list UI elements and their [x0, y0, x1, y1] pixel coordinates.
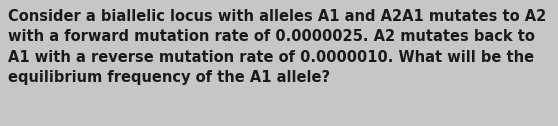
- Text: Consider a biallelic locus with alleles A1 and A2A1 mutates to A2
with a forward: Consider a biallelic locus with alleles …: [8, 9, 547, 85]
